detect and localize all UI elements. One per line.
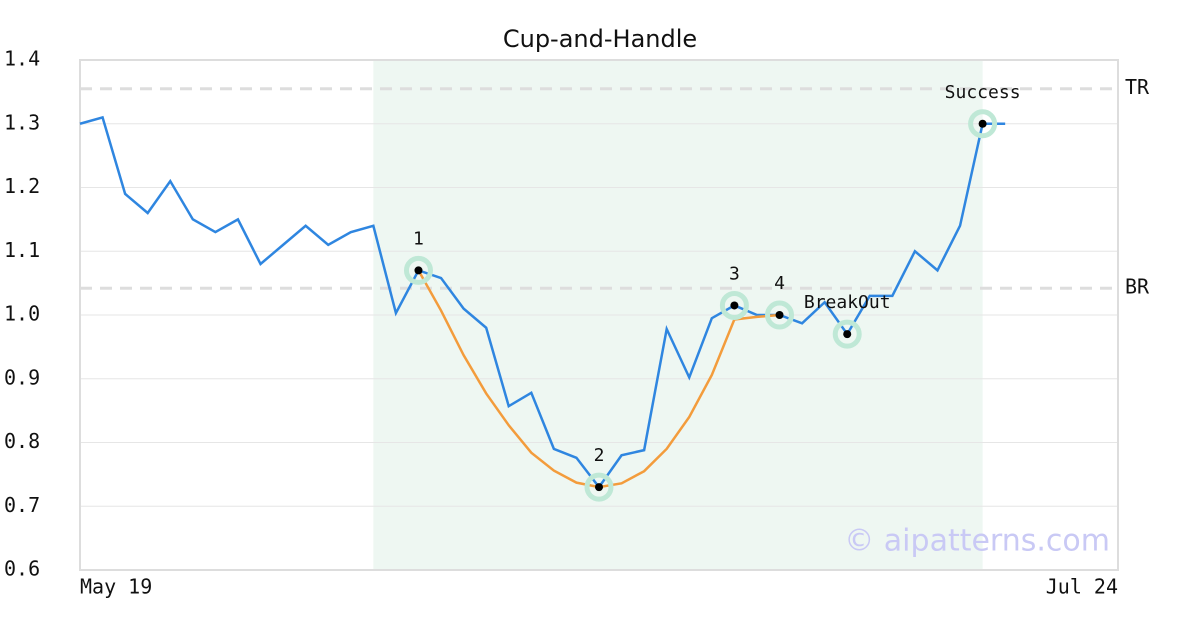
- point-halo: [584, 472, 614, 502]
- point-halo: [719, 290, 749, 320]
- y-tick-label: 1.4: [4, 47, 40, 71]
- point-label: 2: [594, 445, 605, 466]
- chart-title: Cup-and-Handle: [503, 25, 697, 53]
- level-label: TR: [1125, 75, 1150, 99]
- point-dot: [978, 119, 987, 128]
- point-halo: [403, 255, 433, 285]
- series-line: [79, 115, 1006, 490]
- point-dot: [414, 266, 423, 275]
- x-tick-label: May 19: [80, 575, 152, 599]
- y-tick-label: 1.0: [4, 302, 40, 326]
- y-tick-label: 0.8: [4, 429, 40, 453]
- y-tick-label: 1.2: [4, 174, 40, 198]
- point-halo: [765, 300, 795, 330]
- point-label: 4: [774, 273, 785, 294]
- y-tick-label: 0.6: [4, 557, 40, 581]
- y-tick-label: 0.7: [4, 493, 40, 517]
- plot-frame: [79, 59, 1119, 571]
- point-dot: [730, 301, 739, 310]
- x-tick-label: Jul 24: [1046, 575, 1118, 599]
- y-tick-label: 1.1: [4, 238, 40, 262]
- y-tick-label: 1.3: [4, 110, 40, 134]
- point-label: Success: [945, 82, 1021, 103]
- point-halo: [968, 109, 998, 139]
- point-dot: [775, 311, 784, 319]
- point-label: BreakOut: [804, 292, 891, 313]
- point-dot: [843, 330, 852, 339]
- point-label: 1: [413, 228, 424, 249]
- watermark: © aipatterns.com: [844, 524, 1110, 559]
- point-halo: [832, 319, 862, 349]
- y-tick-label: 0.9: [4, 365, 40, 389]
- point-dot: [595, 483, 603, 492]
- level-label: BR: [1125, 275, 1150, 299]
- point-label: 3: [729, 263, 740, 284]
